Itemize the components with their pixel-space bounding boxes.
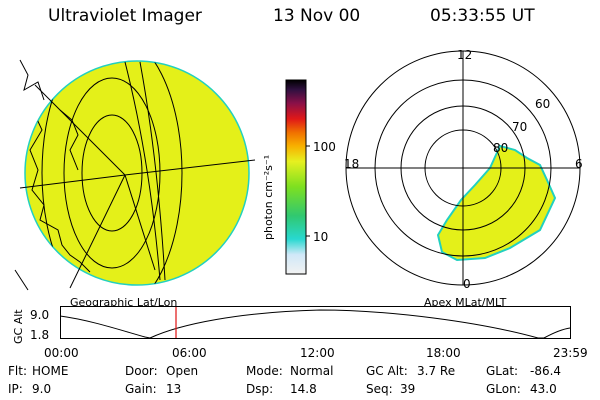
seq-value: 39: [400, 382, 416, 396]
latitude-circle: [63, 77, 161, 269]
coastline: [14, 59, 45, 291]
gc-alt-value: 3.7 Re: [417, 364, 456, 378]
geographic-image: [14, 59, 256, 291]
flt-key: Flt:: [8, 364, 27, 378]
mode-key: Mode:: [246, 364, 283, 378]
timeline-xtick: 23:59: [553, 346, 588, 360]
glat-value: -86.4: [530, 364, 562, 378]
instrument-title: Ultraviolet Imager: [48, 6, 202, 26]
meridian-line: [34, 84, 126, 176]
altitude-timeline: [60, 306, 571, 339]
timeline-xtick: 06:00: [172, 346, 207, 360]
timeline-ylabel: GC Alt: [12, 309, 25, 344]
door-key: Door:: [125, 364, 158, 378]
lat-label-70: 70: [512, 120, 528, 134]
glon-value: 43.0: [530, 382, 557, 396]
colorbar-tick-100: 100: [313, 140, 336, 154]
seq-key: Seq:: [366, 382, 393, 396]
mlt-label-6: 6: [575, 157, 583, 171]
altitude-curve: [60, 309, 571, 339]
colorbar-tick-10: 10: [313, 230, 329, 244]
emission-oval: [436, 144, 557, 262]
mode-value: Normal: [290, 364, 334, 378]
dsp-key: Dsp:: [246, 382, 274, 396]
right-panel-caption: Apex MLat/MLT: [424, 296, 507, 309]
gain-key: Gain:: [125, 382, 157, 396]
meridian-line: [124, 159, 256, 176]
dsp-value: 14.8: [290, 382, 317, 396]
date-label: 13 Nov 00: [273, 6, 361, 26]
meridian-line: [69, 174, 126, 289]
timeline-xtick: 00:00: [44, 346, 79, 360]
colorbar: [285, 79, 310, 275]
meridian-line: [19, 174, 126, 189]
mlt-label-0: 0: [463, 277, 471, 291]
meridian-line: [124, 174, 156, 271]
door-value: Open: [166, 364, 199, 378]
meridian-line: [124, 61, 161, 281]
meridian-line: [139, 61, 166, 281]
mlt-label-18: 18: [344, 157, 360, 171]
timeline-xtick: 18:00: [426, 346, 461, 360]
ip-value: 9.0: [32, 382, 52, 396]
emission-disk: [24, 60, 250, 286]
lat-label-80: 80: [493, 141, 509, 155]
polar-plot: [345, 50, 581, 286]
flt-value: HOME: [32, 364, 69, 378]
mlt-label-12: 12: [457, 48, 473, 62]
timeline-xtick: 12:00: [300, 346, 335, 360]
left-panel-caption: Geographic Lat/Lon: [70, 296, 178, 309]
glat-key: GLat:: [486, 364, 519, 378]
ip-key: IP:: [8, 382, 23, 396]
time-label: 05:33:55 UT: [430, 6, 535, 26]
gain-value: 13: [166, 382, 182, 396]
lat-label-60: 60: [535, 97, 551, 111]
timeline-ytick-top: 9.0: [30, 308, 50, 322]
glon-key: GLon:: [486, 382, 521, 396]
latitude-circle: [41, 61, 183, 285]
timeline-ytick-bottom: 1.8: [30, 328, 50, 342]
gc-alt-key: GC Alt:: [366, 364, 408, 378]
colorbar-label: photon cm⁻²s⁻¹: [262, 154, 275, 240]
